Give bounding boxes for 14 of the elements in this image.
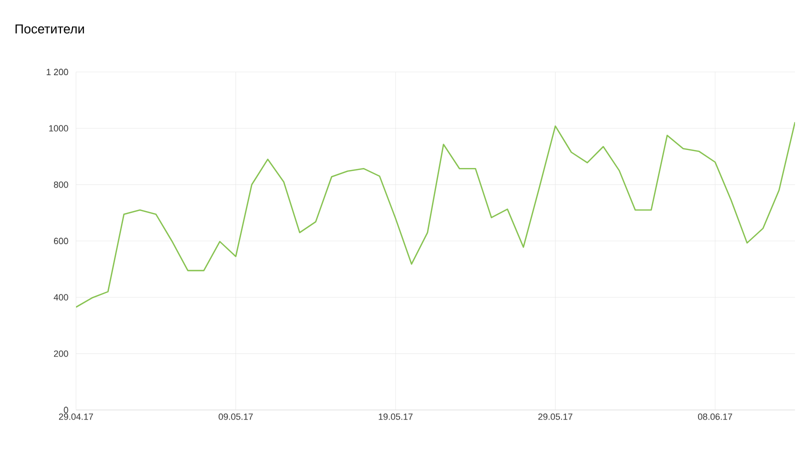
y-tick-label: 1 200 (46, 68, 68, 76)
y-tick-label: 0 (64, 406, 68, 414)
y-tick-label: 1000 (49, 125, 68, 132)
x-tick-label: 29.04.17 (59, 414, 93, 420)
y-tick-label: 600 (54, 238, 68, 244)
chart-title: Посетители (16, 24, 84, 34)
x-tick-label: 19.05.17 (378, 414, 413, 420)
y-tick-label: 200 (54, 350, 68, 357)
y-tick-label: 400 (54, 294, 68, 300)
x-tick-label: 29.05.17 (538, 414, 572, 420)
line-series (76, 121, 796, 308)
x-tick-label: 09.05.17 (218, 414, 253, 420)
x-tick-label: 08.06.17 (698, 414, 732, 420)
y-tick-label: 800 (54, 181, 68, 188)
